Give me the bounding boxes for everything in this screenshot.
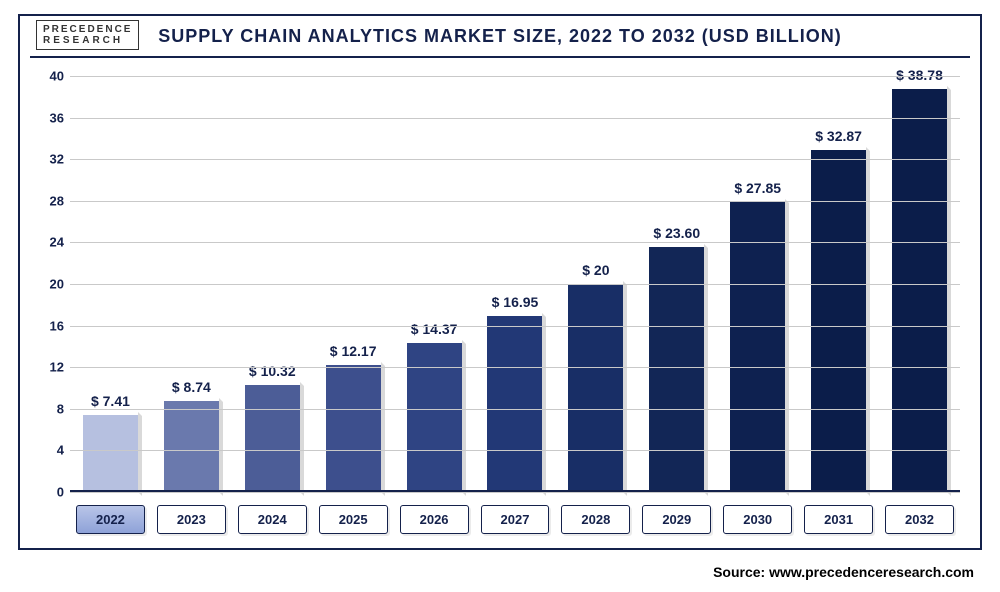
- grid-line: [70, 242, 960, 243]
- bar-value-label: $ 14.37: [411, 321, 458, 337]
- x-category-chip[interactable]: 2026: [400, 505, 469, 534]
- y-tick-label: 0: [36, 485, 64, 500]
- chart-title: SUPPLY CHAIN ANALYTICS MARKET SIZE, 2022…: [0, 26, 1000, 47]
- x-category-chip[interactable]: 2030: [723, 505, 792, 534]
- y-tick-label: 32: [36, 152, 64, 167]
- y-tick-label: 16: [36, 318, 64, 333]
- bar: $ 20: [568, 284, 623, 492]
- bar-value-label: $ 7.41: [91, 393, 130, 409]
- bar-fill: [407, 343, 462, 492]
- grid-line: [70, 326, 960, 327]
- bar-value-label: $ 27.85: [734, 180, 781, 196]
- bar-fill: [487, 316, 542, 492]
- y-tick-label: 8: [36, 401, 64, 416]
- grid-line: [70, 76, 960, 77]
- bar-fill: [892, 89, 947, 492]
- bar-fill: [730, 202, 785, 492]
- x-category-chip[interactable]: 2028: [561, 505, 630, 534]
- x-category-chip[interactable]: 2031: [804, 505, 873, 534]
- bar-fill: [568, 284, 623, 492]
- x-category-chip[interactable]: 2024: [238, 505, 307, 534]
- x-category-chip[interactable]: 2022: [76, 505, 145, 534]
- y-tick-label: 12: [36, 360, 64, 375]
- x-category-chip[interactable]: 2027: [481, 505, 550, 534]
- x-category-chip[interactable]: 2029: [642, 505, 711, 534]
- bar-value-label: $ 16.95: [492, 294, 539, 310]
- bar-value-label: $ 12.17: [330, 343, 377, 359]
- bar-fill: [83, 415, 138, 492]
- bar-fill: [326, 365, 381, 492]
- bar: $ 7.41: [83, 415, 138, 492]
- grid-line: [70, 450, 960, 451]
- x-baseline: [70, 490, 960, 492]
- x-category-chip[interactable]: 2032: [885, 505, 954, 534]
- bar: $ 38.78: [892, 89, 947, 492]
- bar: $ 16.95: [487, 316, 542, 492]
- y-tick-label: 24: [36, 235, 64, 250]
- x-category-chip[interactable]: 2023: [157, 505, 226, 534]
- bar: $ 14.37: [407, 343, 462, 492]
- x-axis: 2022 2023 2024 2025 2026 2027 2028 2029 2030 2031…: [70, 505, 960, 534]
- plot-area: $ 7.41 $ 8.74 $ 10.32 $ 12.17 $ 14.37 $ 16.95…: [70, 76, 960, 492]
- bar-fill: [245, 385, 300, 492]
- bar: $ 10.32: [245, 385, 300, 492]
- bar-value-label: $ 8.74: [172, 379, 211, 395]
- x-category-chip[interactable]: 2025: [319, 505, 388, 534]
- grid-line: [70, 409, 960, 410]
- y-tick-label: 4: [36, 443, 64, 458]
- grid-line: [70, 492, 960, 493]
- bar: $ 27.85: [730, 202, 785, 492]
- bar-value-label: $ 23.60: [653, 225, 700, 241]
- grid-line: [70, 201, 960, 202]
- grid-line: [70, 118, 960, 119]
- source-attribution: Source: www.precedenceresearch.com: [713, 564, 974, 580]
- y-tick-label: 40: [36, 69, 64, 84]
- bar-value-label: $ 38.78: [896, 67, 943, 83]
- bar-value-label: $ 10.32: [249, 363, 296, 379]
- y-tick-label: 20: [36, 277, 64, 292]
- bar: $ 12.17: [326, 365, 381, 492]
- grid-line: [70, 367, 960, 368]
- bar-fill: [164, 401, 219, 492]
- bar-value-label: $ 20: [582, 262, 609, 278]
- title-underline: [30, 56, 970, 58]
- grid-line: [70, 159, 960, 160]
- y-tick-label: 28: [36, 193, 64, 208]
- bar-value-label: $ 32.87: [815, 128, 862, 144]
- bar: $ 8.74: [164, 401, 219, 492]
- grid-line: [70, 284, 960, 285]
- y-tick-label: 36: [36, 110, 64, 125]
